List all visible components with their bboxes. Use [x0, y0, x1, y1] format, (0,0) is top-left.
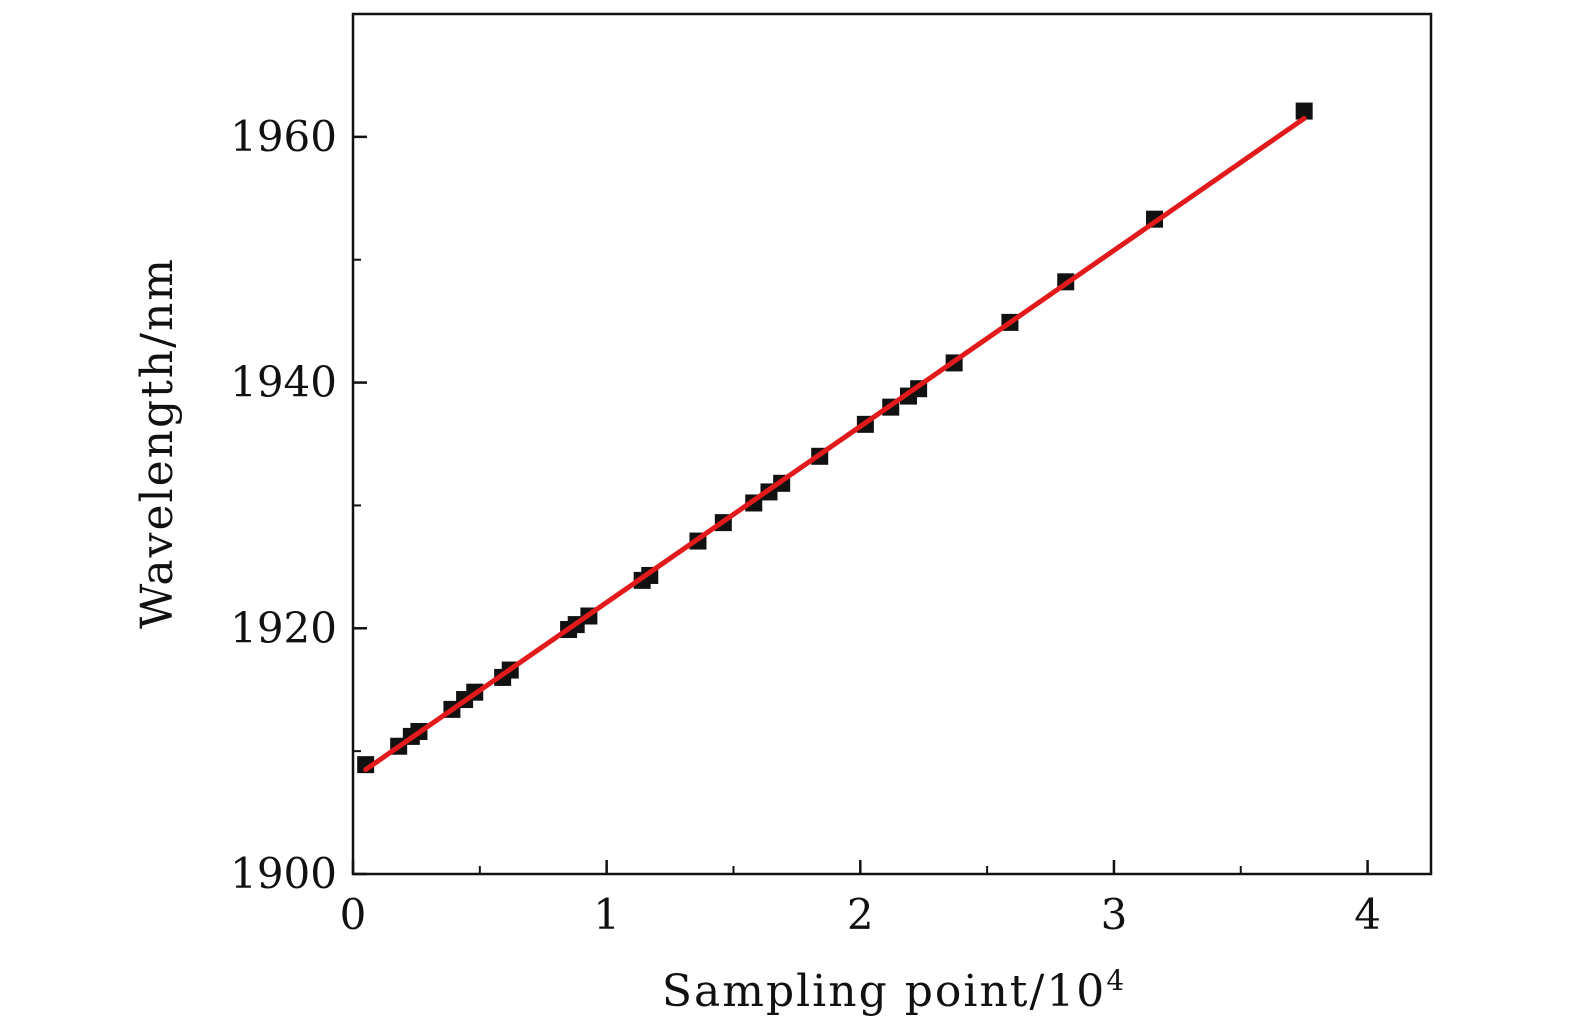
x-axis-title: Sampling point/104: [662, 964, 1126, 1017]
axes: [351, 12, 1433, 876]
tick-labels: 0 1 2 3 4 1900 1920 1940 1960: [230, 112, 1381, 939]
x-tick-label: 3: [1101, 890, 1128, 939]
x-tick-label: 1: [593, 890, 620, 939]
linear-fit-line: [363, 115, 1307, 773]
x-tick-label: 0: [340, 890, 367, 939]
x-axis-title-exponent: 4: [1106, 964, 1126, 997]
x-tick-label: 2: [847, 890, 874, 939]
plot-frame: [351, 12, 1433, 876]
data-point: [1295, 102, 1313, 120]
x-axis-title-base: Sampling point/10: [662, 966, 1106, 1017]
x-tick-label: 4: [1354, 890, 1381, 939]
y-axis-title: Wavelength/nm: [132, 257, 183, 629]
fit-line-layer: [363, 115, 1307, 773]
y-tick-label: 1920: [230, 603, 337, 652]
data-points-layer: [357, 102, 1313, 774]
y-tick-label: 1960: [230, 112, 337, 161]
y-tick-label: 1900: [230, 849, 337, 898]
y-tick-label: 1940: [230, 358, 337, 407]
